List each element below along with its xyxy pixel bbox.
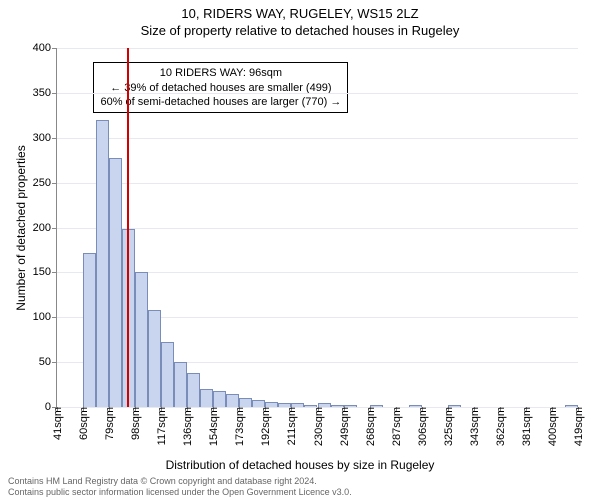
footer-line1: Contains HM Land Registry data © Crown c…	[8, 476, 352, 487]
histogram-bar	[213, 391, 226, 407]
xtick-label: 381sqm	[519, 407, 533, 446]
xtick-label: 343sqm	[467, 407, 481, 446]
xtick-label: 173sqm	[232, 407, 246, 446]
histogram-bar	[148, 310, 161, 407]
x-axis-label: Distribution of detached houses by size …	[0, 458, 600, 472]
annotation-line3: 60% of semi-detached houses are larger (…	[100, 95, 341, 109]
gridline	[57, 228, 578, 229]
ytick-label: 400	[33, 42, 57, 54]
xtick-label: 136sqm	[180, 407, 194, 446]
ytick-label: 100	[33, 311, 57, 323]
chart-container: 10, RIDERS WAY, RUGELEY, WS15 2LZ Size o…	[0, 0, 600, 500]
histogram-bar	[174, 362, 187, 407]
gridline	[57, 48, 578, 49]
xtick-label: 41sqm	[50, 407, 64, 440]
ytick-label: 200	[33, 222, 57, 234]
y-axis-label: Number of detached properties	[14, 63, 28, 228]
histogram-bar	[200, 389, 213, 407]
histogram-bar	[161, 342, 174, 407]
histogram-bar	[109, 158, 122, 408]
xtick-label: 192sqm	[258, 407, 272, 446]
histogram-bar	[239, 398, 252, 407]
histogram-bar	[135, 272, 148, 407]
xtick-label: 400sqm	[545, 407, 559, 446]
ytick-label: 350	[33, 87, 57, 99]
histogram-bar	[96, 120, 109, 407]
ytick-label: 50	[39, 356, 57, 368]
xtick-label: 117sqm	[154, 407, 168, 445]
ytick-label: 150	[33, 266, 57, 278]
ytick-label: 250	[33, 177, 57, 189]
footer-line2: Contains public sector information licen…	[8, 487, 352, 498]
histogram-bar	[187, 373, 200, 407]
gridline	[57, 93, 578, 94]
gridline	[57, 138, 578, 139]
xtick-label: 268sqm	[363, 407, 377, 446]
xtick-label: 60sqm	[76, 407, 90, 440]
xtick-label: 154sqm	[206, 407, 220, 446]
xtick-label: 79sqm	[102, 407, 116, 440]
histogram-bar	[83, 253, 96, 407]
xtick-label: 325sqm	[441, 407, 455, 446]
chart-area: 10 RIDERS WAY: 96sqm ← 39% of detached h…	[56, 48, 578, 408]
xtick-label: 211sqm	[284, 407, 298, 445]
reference-line	[127, 48, 129, 407]
xtick-label: 287sqm	[389, 407, 403, 446]
footer-attribution: Contains HM Land Registry data © Crown c…	[8, 476, 352, 498]
plot-region: 10 RIDERS WAY: 96sqm ← 39% of detached h…	[56, 48, 578, 408]
xtick-label: 230sqm	[311, 407, 325, 446]
xtick-label: 249sqm	[337, 407, 351, 446]
annotation-line1: 10 RIDERS WAY: 96sqm	[100, 66, 341, 80]
xtick-label: 362sqm	[493, 407, 507, 446]
histogram-bar	[226, 394, 239, 407]
chart-title-line2: Size of property relative to detached ho…	[0, 21, 600, 38]
xtick-label: 98sqm	[128, 407, 142, 440]
gridline	[57, 183, 578, 184]
annotation-box: 10 RIDERS WAY: 96sqm ← 39% of detached h…	[93, 62, 348, 113]
chart-title-line1: 10, RIDERS WAY, RUGELEY, WS15 2LZ	[0, 0, 600, 21]
xtick-label: 306sqm	[415, 407, 429, 446]
ytick-label: 300	[33, 132, 57, 144]
histogram-bar	[252, 400, 265, 407]
xtick-label: 419sqm	[571, 407, 585, 446]
